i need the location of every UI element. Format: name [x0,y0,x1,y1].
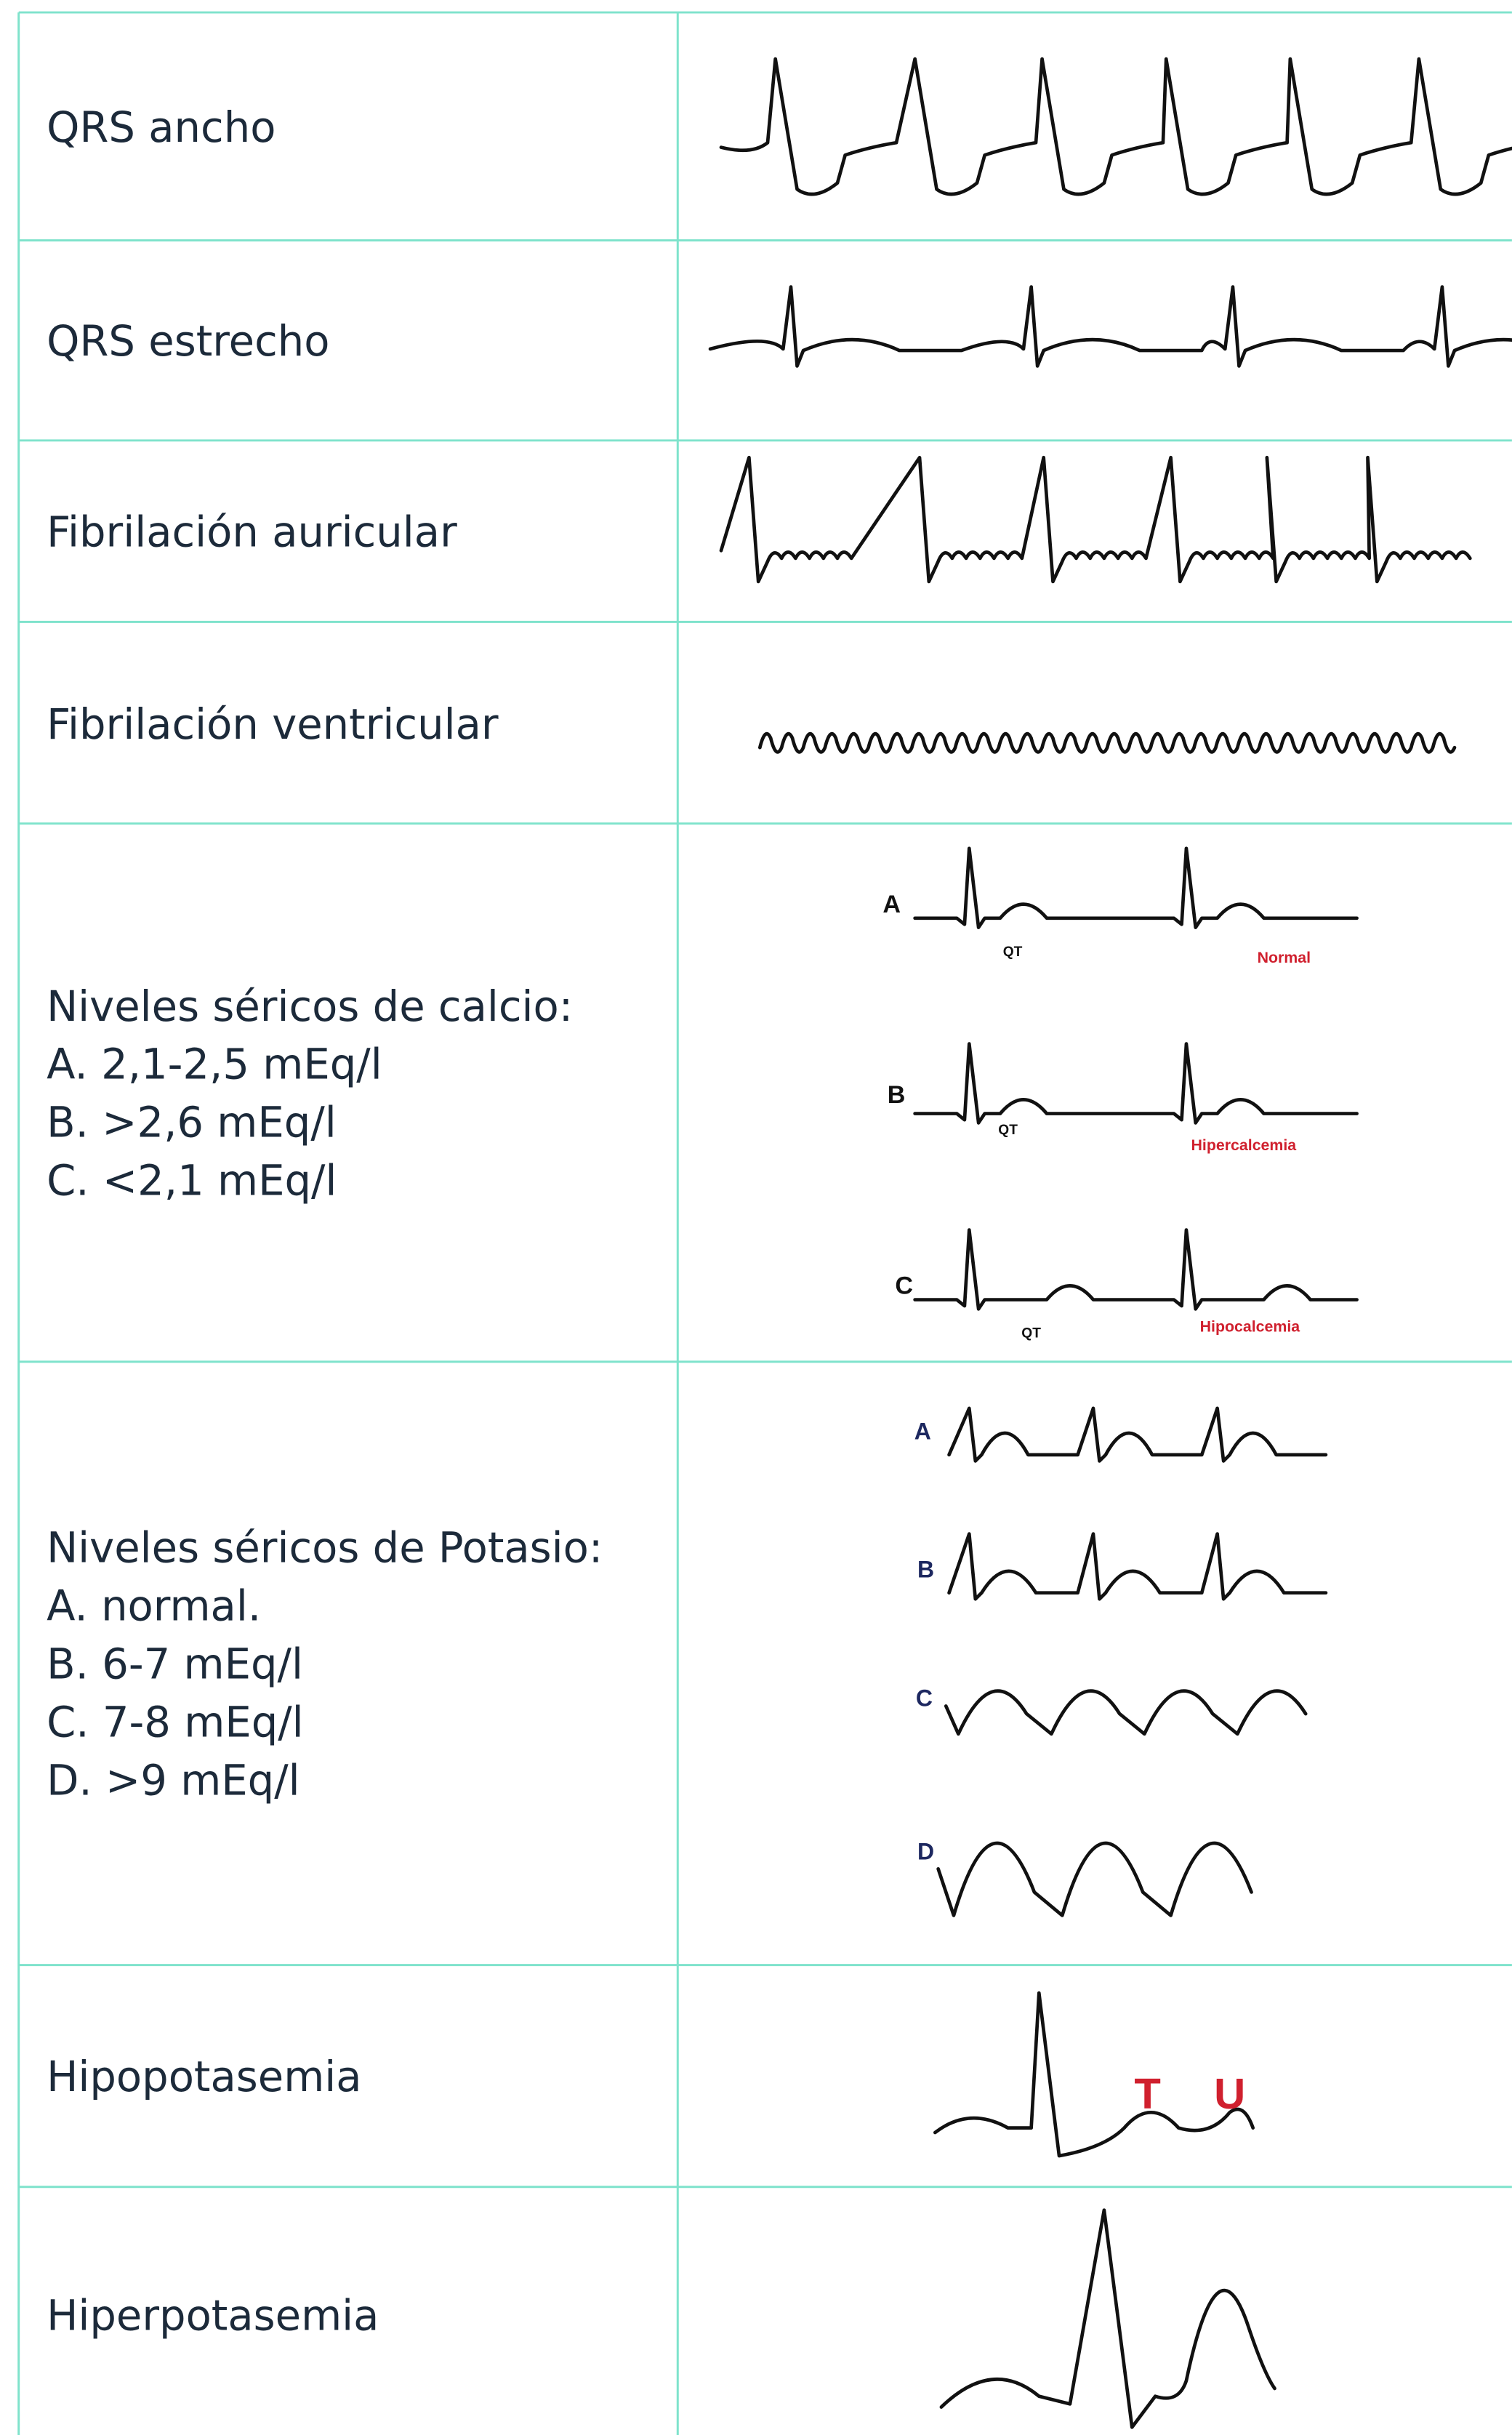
annotation: QT [1021,1326,1041,1341]
row-label: D. >9 mEq/l [47,1757,300,1805]
row-label: B. >2,6 mEq/l [47,1099,337,1147]
row-label: Hipopotasemia [47,2053,362,2101]
row-label: A. normal. [47,1582,261,1631]
annotation: T [1134,2069,1160,2118]
annotation: B [888,1081,906,1109]
row-label: Niveles séricos de calcio: [47,982,573,1031]
row-label: C. <2,1 mEq/l [47,1157,337,1206]
annotation: B [917,1556,934,1582]
annotation: Hipocalcemia [1200,1318,1300,1336]
row-label: B. 6-7 mEq/l [47,1640,303,1689]
row-label: Hiperpotasemia [47,2292,379,2340]
annotation: A [882,891,901,918]
annotation: U [1214,2069,1245,2118]
annotation: Hipercalcemia [1191,1136,1297,1154]
row-label: Niveles séricos de Potasio: [47,1524,603,1573]
annotation: QT [1003,944,1023,960]
annotation: A [914,1418,931,1444]
annotation: QT [998,1123,1018,1138]
annotation: D [917,1839,934,1865]
annotation: C [895,1272,913,1300]
row-label: Fibrilación ventricular [47,700,499,749]
row-label: C. 7-8 mEq/l [47,1698,304,1747]
ecg-table: QRS ancho QRS estrecho Fibrilación auricul… [0,0,1512,2435]
annotation: Normal [1258,949,1311,966]
row-label: QRS ancho [47,103,276,152]
row-label: Fibrilación auricular [47,508,457,557]
row-label: QRS estrecho [47,317,329,366]
row-label: A. 2,1-2,5 mEq/l [47,1040,382,1089]
annotation: C [916,1685,933,1711]
page: QRS ancho QRS estrecho Fibrilación auricul… [0,0,1512,2435]
